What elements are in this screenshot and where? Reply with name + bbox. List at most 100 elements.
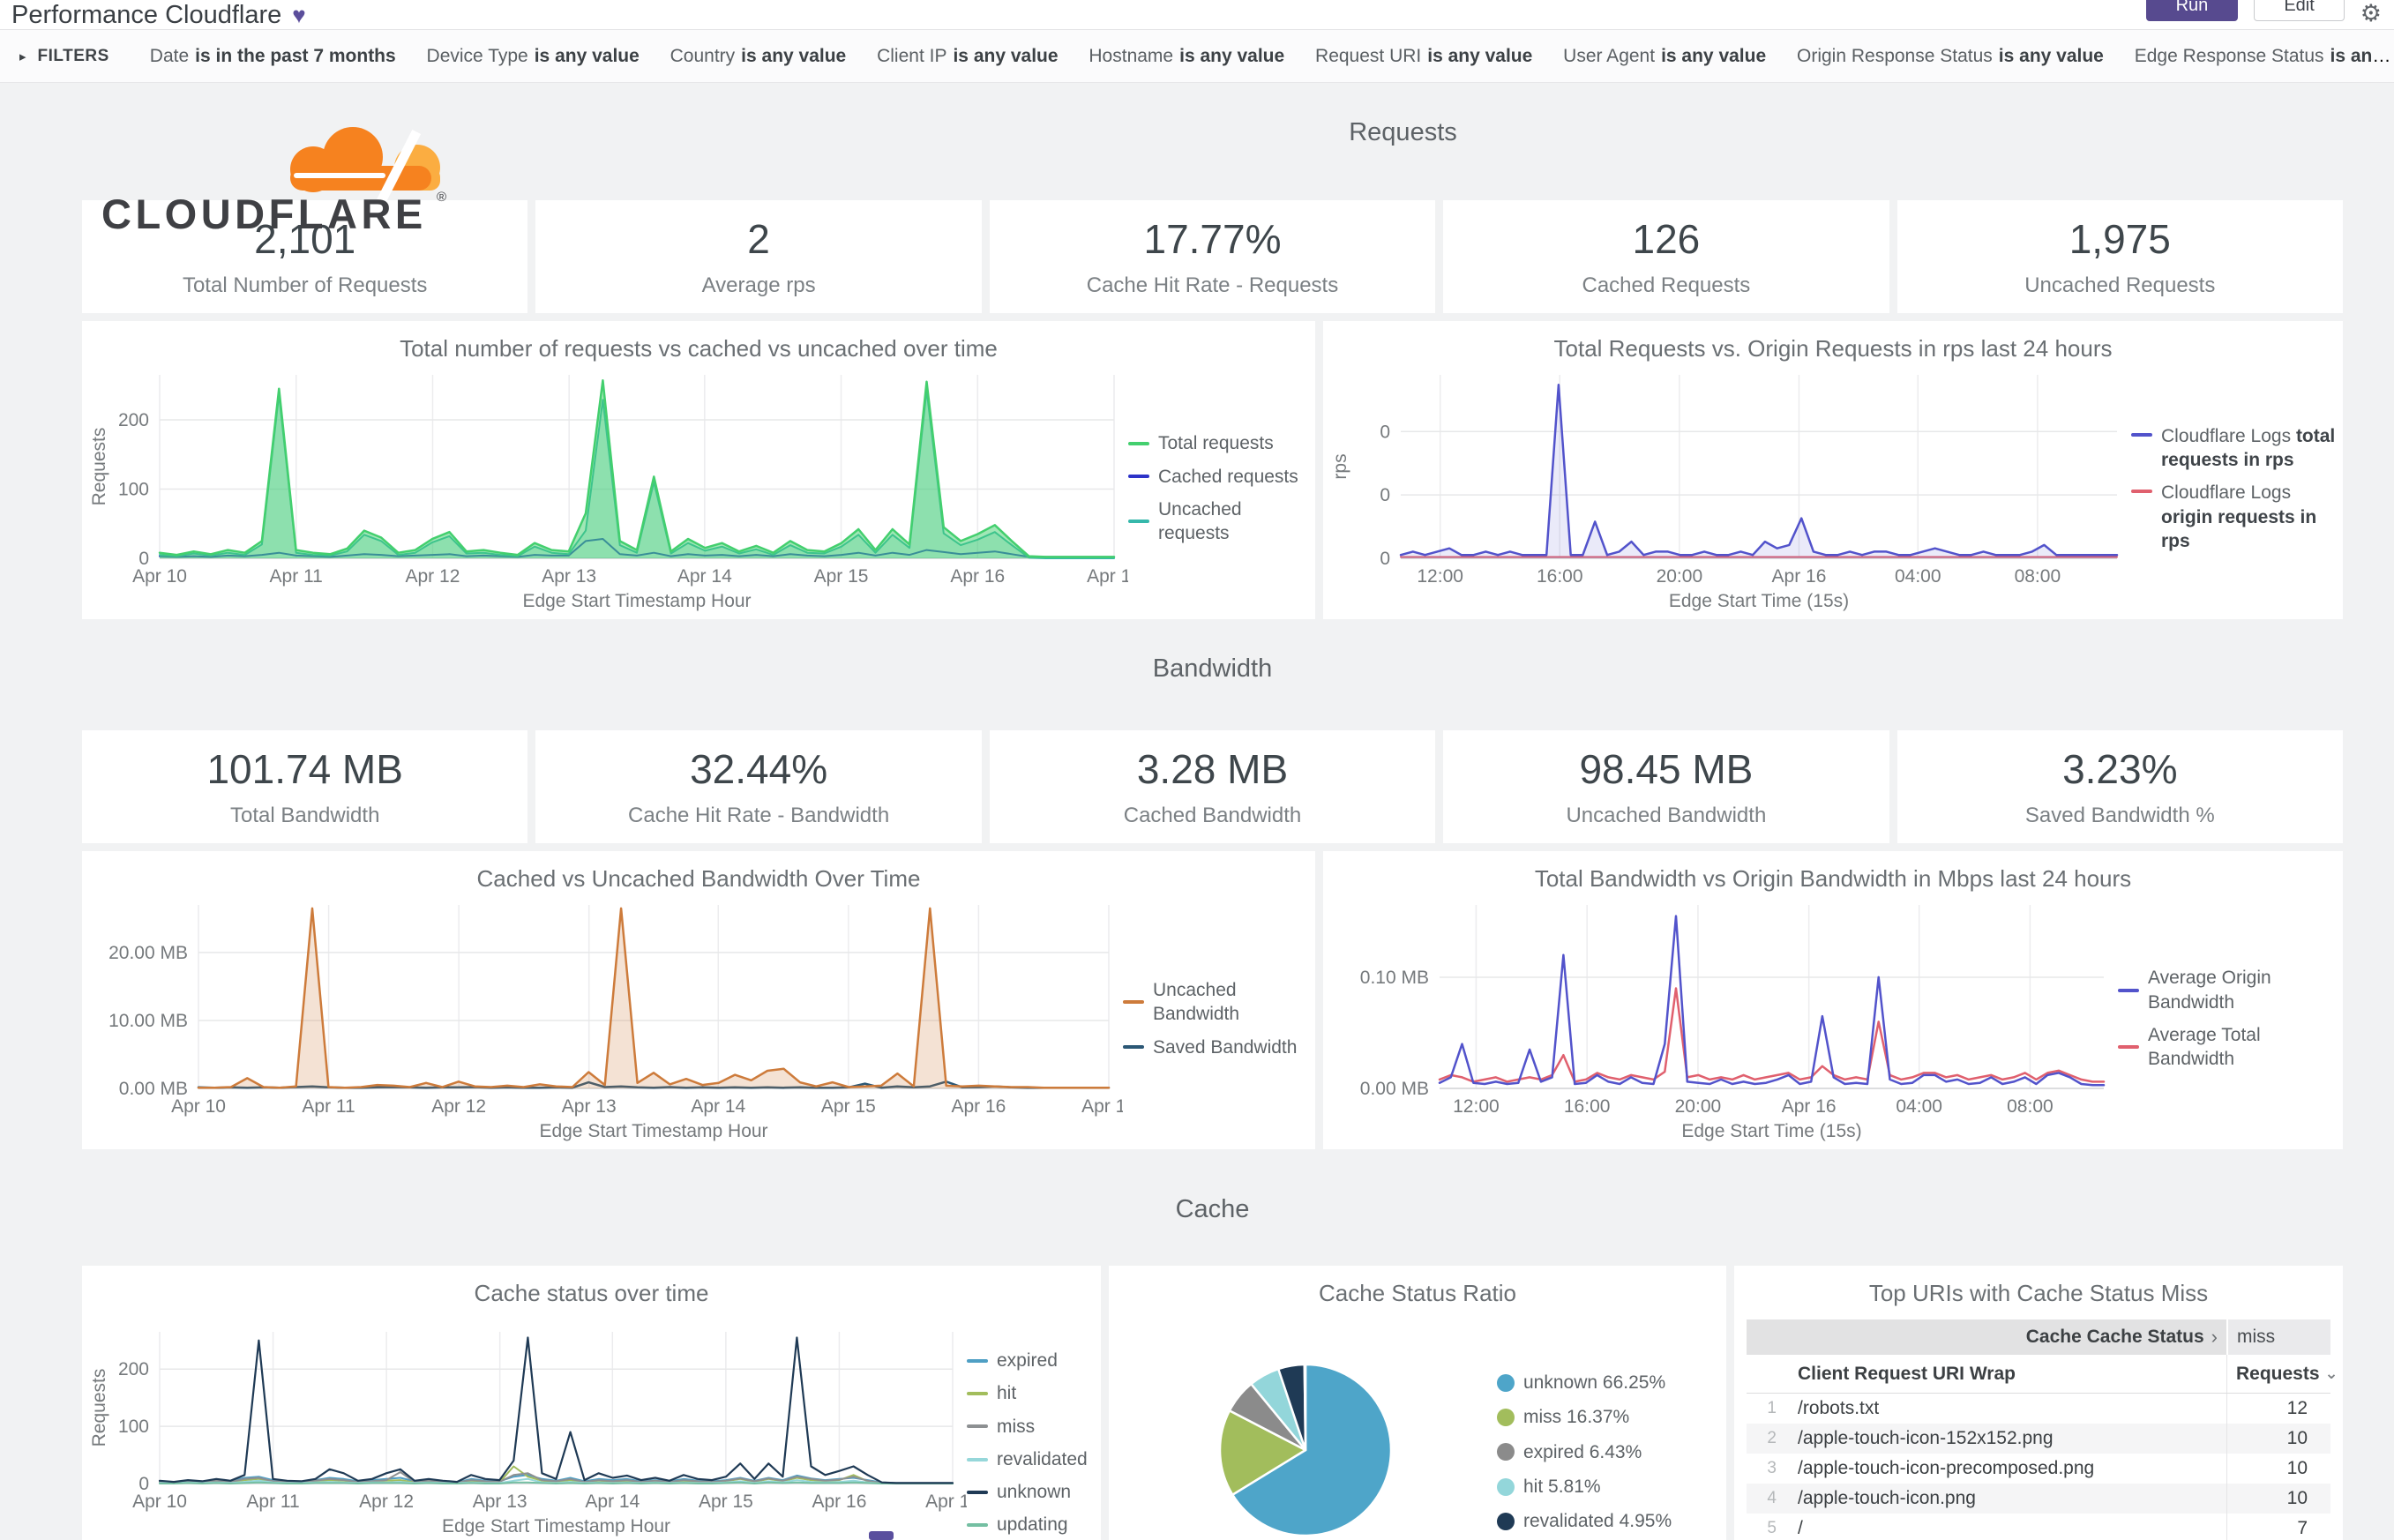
filter-chip[interactable]: Hostname is any value [1089,45,1285,66]
filter-chip[interactable]: Request URI is any value [1315,45,1533,66]
svg-text:Apr 17: Apr 17 [1081,1096,1123,1117]
svg-text:12:00: 12:00 [1453,1096,1500,1117]
legend-item[interactable]: revalidated [967,1447,1096,1471]
svg-text:20:00: 20:00 [1657,566,1703,587]
legend-item[interactable]: unknown [967,1480,1096,1504]
legend-item[interactable]: Cloudflare Logs origin requests in rps [2131,481,2338,553]
legend-item[interactable]: expired 6.43% [1497,1440,1725,1464]
row-index: 5 [1767,1519,1777,1537]
filter-chip[interactable]: Device Type is any value [426,45,640,66]
legend-swatch [1128,442,1149,446]
kpi-value: 126 [1632,216,1701,262]
run-button[interactable]: Run [2145,0,2239,21]
chart-legend: Average Origin Bandwidth Average Total B… [2118,961,2343,1075]
legend-item[interactable]: miss [967,1415,1096,1439]
legend-item[interactable]: expired [967,1349,1096,1372]
kpi-tile[interactable]: 2 Average rps [535,200,982,313]
svg-text:Apr 13: Apr 13 [562,1096,617,1117]
svg-text:Apr 15: Apr 15 [699,1491,753,1512]
legend-swatch [1497,1477,1515,1496]
kpi-tile[interactable]: 126 Cached Requests [1443,200,1889,313]
legend-item[interactable]: Cloudflare Logs total requests in rps [2131,424,2338,473]
filter-chip[interactable]: Client IP is any value [877,45,1059,66]
legend-item[interactable]: updating [967,1513,1096,1536]
kpi-value: 98.45 MB [1579,746,1754,792]
legend-item[interactable]: miss 16.37% [1497,1405,1725,1429]
cache-status-ratio-pie[interactable] [1160,1335,1451,1540]
legend-item[interactable]: Uncached Bandwidth [1123,978,1310,1027]
rps-24h-chart[interactable]: 12:00 16:00 20:00 Apr 16 04:00 08:00 0 0 0 rps Edg… [1323,363,2131,615]
kpi-tile[interactable]: 1,975 Uncached Requests [1896,200,2343,313]
legend-swatch [967,1457,988,1462]
favorite-heart-icon[interactable]: ♥ [292,2,306,28]
legend-item[interactable]: Uncached requests [1128,497,1310,546]
table-row[interactable]: 3 /apple-touch-icon-precomposed.png 10 [1747,1454,2330,1484]
legend-item[interactable]: Average Origin Bandwidth [2118,966,2338,1014]
requests-over-time-chart[interactable]: Apr 10 Apr 11 Apr 12 Apr 13 Apr 14 Apr 15 Apr … [82,363,1141,615]
row-index: 3 [1767,1459,1777,1477]
filter-chip[interactable]: Origin Response Status is any value [1797,45,2104,66]
svg-text:Apr 10: Apr 10 [171,1096,226,1117]
settings-gear-icon[interactable]: ⚙ [2360,0,2382,26]
legend-item[interactable]: hit [967,1381,1096,1405]
kpi-tile[interactable]: 17.77% Cache Hit Rate - Requests [989,200,1436,313]
kpi-label: Average rps [701,273,816,297]
chevron-right-icon: › [2211,1326,2218,1348]
top-uris-table: Cache Cache Status › miss Client Request … [1747,1319,2338,1540]
filter-chip[interactable]: User Agent is any value [1563,45,1767,66]
legend-item[interactable]: Average Total Bandwidth [2118,1023,2338,1072]
kpi-label: Uncached Requests [2024,273,2216,297]
chart-title: Cache Status Ratio [1318,1280,1516,1306]
chart-title: Total number of requests vs cached vs un… [400,335,998,362]
legend-item[interactable]: hit 5.81% [1497,1475,1725,1499]
kpi-value: 2 [747,216,770,262]
kpi-tile[interactable]: 98.45 MB Uncached Bandwidth [1443,730,1889,843]
legend-item[interactable]: Cached requests [1128,465,1310,489]
kpi-tile[interactable]: 2,101 Total Number of Requests [82,200,528,313]
dashboard-body: CLOUDFLARE ® Requests 2,101 Total Number… [0,118,2394,1540]
svg-text:Apr 15: Apr 15 [821,1096,876,1117]
filters-label: FILTERS [37,46,109,65]
requests-charts-row: Total number of requests vs cached vs un… [82,321,2343,619]
legend-item[interactable]: Total requests [1128,431,1310,455]
chart-title: Total Requests vs. Origin Requests in rp… [1553,335,2113,362]
table-row[interactable]: 2 /apple-touch-icon-152x152.png 10 [1747,1424,2330,1454]
bandwidth-24h-panel: Total Bandwidth vs Origin Bandwidth in M… [1323,851,2343,1149]
kpi-tile[interactable]: 101.74 MB Total Bandwidth [82,730,528,843]
svg-text:Apr 14: Apr 14 [691,1096,745,1117]
legend-item[interactable]: unknown 66.25% [1497,1371,1725,1394]
kpi-tile[interactable]: 3.23% Saved Bandwidth % [1896,730,2343,843]
cache-status-over-time-chart[interactable]: Apr 10 Apr 11 Apr 12 Apr 13 Apr 14 Apr 15 Apr … [82,1319,980,1540]
cache-status-ratio-panel: Cache Status Ratio unknown 66.25% miss 1… [1109,1266,1726,1540]
kpi-tile[interactable]: 3.28 MB Cached Bandwidth [989,730,1436,843]
table-row[interactable]: 4 /apple-touch-icon.png 10 [1747,1484,2330,1514]
svg-text:Apr 16: Apr 16 [1782,1096,1837,1117]
legend-item[interactable]: Saved Bandwidth [1123,1035,1310,1059]
kpi-label: Cached Requests [1582,273,1751,297]
edit-button[interactable]: Edit [2254,0,2345,21]
svg-text:0.00 MB: 0.00 MB [1360,1079,1429,1099]
cache-row: Cache status over time Apr 10 Apr 11 Apr 1… [82,1266,2343,1540]
bandwidth-over-time-chart[interactable]: Apr 10 Apr 11 Apr 12 Apr 13 Apr 14 Apr 15 Apr … [82,893,1136,1145]
table-row[interactable]: 5 / 7 [1747,1514,2330,1540]
chart-title: Cache status over time [474,1280,709,1306]
bandwidth-24h-chart[interactable]: 12:00 16:00 20:00 Apr 16 04:00 08:00 0.00 MB 0.… [1323,893,2118,1145]
explore-button-cut[interactable] [869,1531,894,1540]
kpi-value: 1,975 [2069,216,2171,262]
filter-chip[interactable]: Country is any value [670,45,847,66]
svg-text:Apr 16: Apr 16 [950,566,1005,587]
column-header-uri[interactable]: Client Request URI Wrap [1798,1363,2016,1384]
pivot-header[interactable]: Cache Cache Status › [1747,1319,2226,1355]
filter-chip[interactable]: Date is in the past 7 months [149,45,396,66]
section-heading-bandwidth: Bandwidth [1152,654,1273,683]
table-row[interactable]: 1 /robots.txt 12 [1747,1394,2330,1424]
filters-expand-caret-icon[interactable]: ▸ [19,49,26,64]
row-uri: / [1798,1518,1803,1538]
kpi-tile[interactable]: 32.44% Cache Hit Rate - Bandwidth [535,730,982,843]
column-header-requests[interactable]: Requests ⌄ [2226,1355,2338,1393]
legend-item[interactable]: revalidated 4.95% [1497,1509,1725,1533]
svg-text:200: 200 [118,410,149,430]
pivot-value-miss: miss [2226,1319,2330,1355]
table-title: Top URIs with Cache Status Miss [1868,1280,2209,1306]
